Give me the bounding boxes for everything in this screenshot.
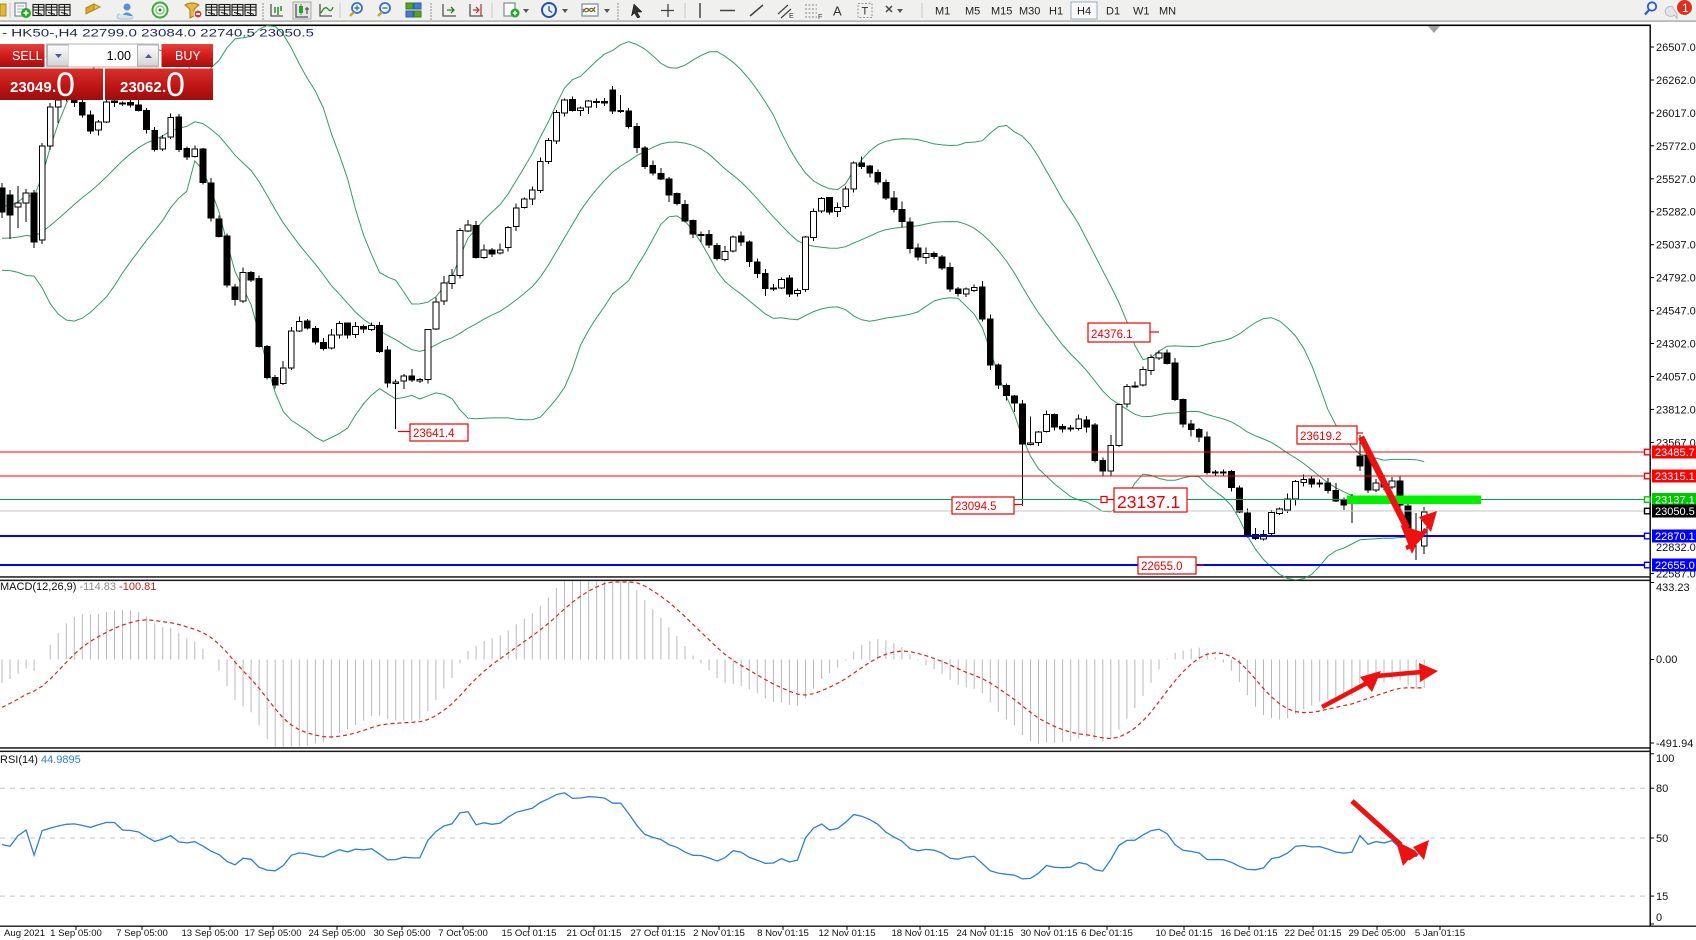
svg-text:26507.0: 26507.0: [1656, 42, 1696, 54]
svg-text:16 Dec 01:15: 16 Dec 01:15: [1220, 928, 1277, 939]
svg-text:23619.2: 23619.2: [1300, 431, 1342, 443]
svg-text:24792.0: 24792.0: [1656, 273, 1696, 285]
svg-text:.: .: [162, 79, 166, 96]
svg-text:29 Dec 05:00: 29 Dec 05:00: [1348, 928, 1405, 939]
svg-text:0: 0: [1656, 912, 1662, 924]
svg-text:21 Oct 01:15: 21 Oct 01:15: [567, 928, 622, 939]
svg-text:23315.1: 23315.1: [1655, 471, 1695, 483]
svg-text:23062: 23062: [120, 79, 162, 96]
svg-text:-491.94: -491.94: [1656, 738, 1693, 750]
svg-text:23137.1: 23137.1: [1117, 492, 1180, 512]
svg-text:80: 80: [1656, 783, 1668, 795]
svg-text:D1: D1: [1106, 6, 1120, 18]
svg-text:22832.0: 22832.0: [1656, 542, 1696, 554]
svg-text:18 Nov 01:15: 18 Nov 01:15: [891, 928, 948, 939]
svg-text:A: A: [833, 4, 842, 19]
svg-text:SELL: SELL: [12, 49, 43, 63]
svg-text:15 Oct 01:15: 15 Oct 01:15: [502, 928, 557, 939]
svg-text:1: 1: [1682, 1, 1689, 15]
svg-text:100: 100: [1656, 753, 1674, 765]
svg-text:8 Nov 01:15: 8 Nov 01:15: [757, 928, 809, 939]
svg-text:15: 15: [1656, 891, 1668, 903]
svg-text:MN: MN: [1159, 6, 1176, 18]
svg-text:24376.1: 24376.1: [1091, 329, 1133, 341]
svg-text:12 Nov 01:15: 12 Nov 01:15: [818, 928, 875, 939]
svg-text:23049: 23049: [10, 79, 52, 96]
svg-text:Aug 2021: Aug 2021: [4, 928, 45, 939]
svg-text:433.23: 433.23: [1656, 582, 1690, 594]
svg-text:F: F: [818, 14, 822, 21]
svg-text:0: 0: [56, 66, 75, 104]
svg-text:E: E: [789, 13, 794, 20]
svg-text:T: T: [862, 6, 869, 18]
svg-text:26262.0: 26262.0: [1656, 75, 1696, 87]
svg-text:- HK50-,H4 22799.0 23084.0 22: - HK50-,H4 22799.0 23084.0 22740.5 23050…: [2, 28, 314, 40]
svg-text:M5: M5: [965, 6, 980, 18]
svg-text:30 Sep 05:00: 30 Sep 05:00: [373, 928, 430, 939]
svg-text:22655.0: 22655.0: [1655, 560, 1695, 572]
svg-text:0: 0: [166, 66, 185, 104]
svg-text:.: .: [52, 79, 56, 96]
svg-text:50: 50: [1656, 833, 1668, 845]
svg-text:24 Nov 01:15: 24 Nov 01:15: [956, 928, 1013, 939]
svg-text:23050.5: 23050.5: [1655, 506, 1695, 518]
svg-text:2 Nov 01:15: 2 Nov 01:15: [693, 928, 745, 939]
svg-text:24057.0: 24057.0: [1656, 372, 1696, 384]
svg-text:M1: M1: [935, 6, 950, 18]
svg-text:W1: W1: [1133, 6, 1150, 18]
svg-text:RSI(14) 44.9895: RSI(14) 44.9895: [0, 754, 81, 766]
svg-text:0.00: 0.00: [1656, 654, 1677, 666]
svg-text:25282.0: 25282.0: [1656, 207, 1696, 219]
svg-text:7 Oct 05:00: 7 Oct 05:00: [438, 928, 488, 939]
svg-text:25037.0: 25037.0: [1656, 240, 1696, 252]
svg-text:H4: H4: [1077, 6, 1091, 18]
svg-text:H1: H1: [1049, 6, 1063, 18]
svg-text:7 Sep 05:00: 7 Sep 05:00: [116, 928, 168, 939]
svg-text:23812.0: 23812.0: [1656, 404, 1696, 416]
svg-text:24302.0: 24302.0: [1656, 339, 1696, 351]
svg-text:23641.4: 23641.4: [413, 428, 455, 440]
svg-text:M15: M15: [991, 6, 1012, 18]
svg-text:23485.7: 23485.7: [1655, 447, 1695, 459]
svg-text:10 Dec 01:15: 10 Dec 01:15: [1155, 928, 1212, 939]
svg-text:24 Sep 05:00: 24 Sep 05:00: [308, 928, 365, 939]
svg-text:MACD(12,26,9) -114.83 -100.81: MACD(12,26,9) -114.83 -100.81: [0, 581, 156, 593]
svg-text:BUY: BUY: [175, 49, 201, 63]
svg-text:30 Nov 01:15: 30 Nov 01:15: [1020, 928, 1077, 939]
svg-text:6 Dec 01:15: 6 Dec 01:15: [1081, 928, 1133, 939]
svg-text:22655.0: 22655.0: [1141, 561, 1183, 573]
svg-text:25772.0: 25772.0: [1656, 141, 1696, 153]
svg-text:1 Sep 05:00: 1 Sep 05:00: [50, 928, 102, 939]
svg-text:17 Sep 05:00: 17 Sep 05:00: [244, 928, 301, 939]
svg-text:M30: M30: [1019, 6, 1040, 18]
svg-text:24547.0: 24547.0: [1656, 306, 1696, 318]
svg-text:27 Oct 01:15: 27 Oct 01:15: [631, 928, 686, 939]
svg-text:26017.0: 26017.0: [1656, 108, 1696, 120]
svg-text:23094.5: 23094.5: [955, 501, 997, 513]
svg-text:25527.0: 25527.0: [1656, 174, 1696, 186]
svg-text:5 Jan 01:15: 5 Jan 01:15: [1415, 928, 1465, 939]
svg-text:22 Dec 01:15: 22 Dec 01:15: [1284, 928, 1341, 939]
svg-text:1.00: 1.00: [107, 49, 131, 63]
svg-text:23137.1: 23137.1: [1655, 495, 1695, 507]
svg-text:22870.1: 22870.1: [1655, 531, 1695, 543]
svg-text:13 Sep 05:00: 13 Sep 05:00: [181, 928, 238, 939]
